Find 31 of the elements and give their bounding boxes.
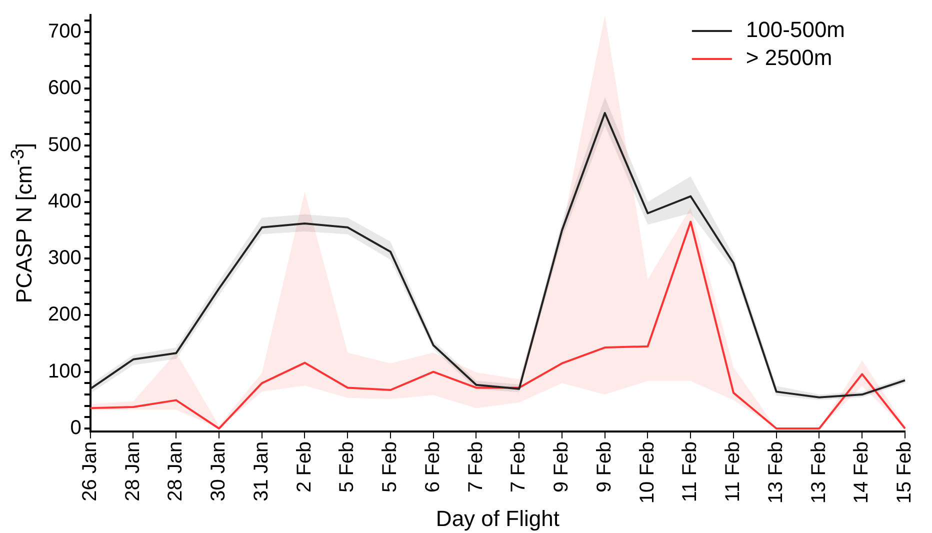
x-tick-label: 31 Jan <box>250 441 272 502</box>
x-tick-label: 13 Feb <box>808 441 830 504</box>
x-tick-label: 28 Jan <box>164 441 187 502</box>
x-tick-label: 13 Feb <box>764 441 787 504</box>
y-tick-label: 0 <box>70 417 82 440</box>
y-tick-label: 200 <box>48 304 82 326</box>
x-tick-label: 6 Feb <box>422 441 444 492</box>
x-tick-label: 26 Jan <box>78 441 101 502</box>
x-tick-label: 7 Feb <box>464 441 487 492</box>
x-tick-label: 9 Feb <box>550 441 573 492</box>
y-tick-label: 300 <box>48 247 82 270</box>
x-tick-label: 11 Feb <box>722 441 744 502</box>
x-tick-label: 15 Feb <box>894 441 916 504</box>
x-tick-label: 5 Feb <box>336 441 358 492</box>
x-tick-label: 2 Feb <box>293 441 316 492</box>
legend-label: > 2500m <box>746 45 832 70</box>
y-tick-label: 700 <box>48 20 82 43</box>
y-tick-label: 400 <box>48 190 82 212</box>
x-axis-title: Day of Flight <box>436 506 560 531</box>
legend-label: 100-500m <box>746 17 846 42</box>
x-tick-label: 9 Feb <box>593 441 616 492</box>
x-tick-label: 5 Feb <box>379 441 402 492</box>
x-tick-label: 11 Feb <box>679 441 702 502</box>
x-tick-label: 7 Feb <box>508 441 530 492</box>
y-tick-label: 100 <box>48 360 82 382</box>
x-tick-label: 14 Feb <box>850 441 873 504</box>
x-tick-label: 28 Jan <box>122 441 144 502</box>
y-tick-label: 500 <box>48 134 82 156</box>
y-tick-label: 600 <box>48 77 82 100</box>
x-tick-label: 10 Feb <box>636 441 658 504</box>
x-tick-label: 30 Jan <box>208 441 230 502</box>
